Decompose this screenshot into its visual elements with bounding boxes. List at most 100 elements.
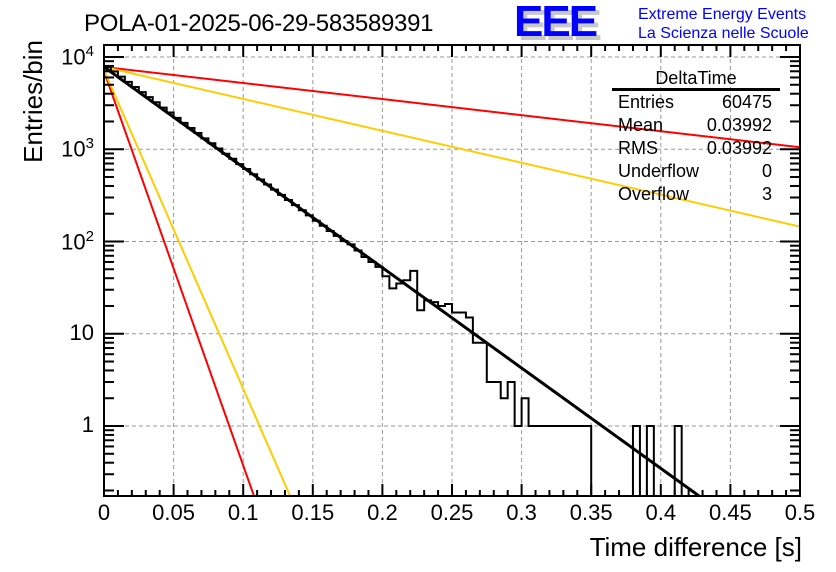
y-tick-exponent: 4 (85, 43, 94, 60)
fit-curve (104, 65, 702, 496)
histogram-bin (563, 426, 570, 496)
logo-line-1: Extreme Energy Events (638, 6, 807, 23)
histogram-bin (389, 288, 396, 496)
y-tick-label: 104 (34, 43, 94, 70)
histogram-bin (104, 67, 111, 496)
histogram-bin (208, 143, 215, 496)
histogram-bin (529, 426, 536, 496)
histogram-bin (445, 304, 452, 496)
histogram-bin (438, 306, 445, 496)
histogram-bin (257, 179, 264, 496)
logo-mark: EEE (514, 0, 598, 46)
histogram-bin (194, 133, 201, 496)
histogram-bin (570, 426, 577, 496)
x-tick-label: 0.25 (430, 500, 474, 525)
histogram-bin (522, 398, 529, 496)
stats-row-underflow: Underflow 0 (612, 160, 782, 183)
histogram-bin (355, 250, 362, 496)
x-tick-label: 0.35 (569, 500, 613, 525)
y-tick-base: 10 (61, 44, 86, 70)
x-tick-label: 0.1 (227, 500, 259, 525)
histogram-bin (473, 343, 480, 496)
y-tick-label: 1 (34, 412, 94, 438)
histogram-bin (250, 174, 257, 496)
histogram-bin (181, 123, 188, 496)
x-axis-label: Time difference [s] (589, 532, 802, 562)
reference-line-red-steep (104, 70, 256, 496)
stats-row-mean: Mean 0.03992 (612, 114, 782, 137)
x-tick-label: 0 (97, 500, 111, 525)
stats-value: 0 (761, 161, 772, 181)
y-tick-base: 10 (61, 228, 86, 254)
histogram-bin (285, 200, 292, 496)
histogram-bin (515, 426, 522, 496)
stats-label: Underflow (618, 161, 700, 181)
histogram-bin (215, 148, 222, 496)
histogram-bin (487, 382, 494, 496)
histogram-bin (271, 190, 278, 496)
histogram-bin (299, 210, 306, 496)
x-tick-label: 0.05 (152, 500, 195, 525)
histogram-bin (675, 426, 682, 496)
histogram-bin (306, 215, 313, 496)
x-tick-label: 0.5 (784, 500, 816, 525)
histogram-bin (334, 236, 341, 496)
y-tick-label: 102 (34, 228, 94, 255)
x-tick-label: 0.4 (645, 500, 677, 525)
histogram-bin (118, 77, 125, 496)
histogram-bin (508, 382, 515, 496)
stats-row-overflow: Overflow 3 (612, 183, 782, 206)
stats-value: 0.03992 (706, 138, 772, 158)
y-tick-base: 1 (81, 412, 94, 437)
histogram-bin (174, 118, 181, 496)
histogram-bin (480, 343, 487, 496)
reference-lines (104, 65, 800, 496)
histogram-bin (459, 312, 466, 496)
histogram-bin (501, 398, 508, 496)
stats-label: Mean (618, 115, 664, 135)
y-tick-exponent: 2 (85, 227, 94, 245)
x-tick-label: 0.3 (506, 500, 537, 525)
stats-label: Overflow (618, 184, 690, 204)
stats-value: 60475 (721, 92, 772, 112)
stats-row-rms: RMS 0.03992 (612, 137, 782, 160)
histogram-bin (243, 169, 250, 496)
y-tick-exponent: 3 (85, 135, 94, 153)
histogram-bin (382, 276, 389, 496)
reference-line-red-shallow (104, 65, 800, 149)
histogram-bin (348, 244, 355, 496)
histogram-bin (410, 271, 417, 496)
histogram-bin (452, 312, 459, 496)
histogram-bin (494, 382, 501, 496)
histogram-bin (146, 97, 153, 496)
logo-line-2: La Scienza nelle Scuole (638, 25, 809, 42)
y-tick-label: 103 (34, 135, 94, 162)
histogram-bin (292, 205, 299, 496)
histogram-bin (153, 102, 160, 496)
histogram-bin (542, 426, 549, 496)
histogram-bin (125, 82, 132, 496)
histogram-bin (362, 257, 369, 496)
histogram-bin (577, 426, 584, 496)
stats-box: DeltaTime Entries 60475 Mean 0.03992 RMS… (612, 68, 782, 206)
x-tick-label: 0.15 (291, 500, 335, 525)
histogram-bin (167, 113, 174, 496)
histogram-bin (341, 241, 348, 496)
y-tick-base: 10 (69, 319, 94, 345)
stats-value: 3 (761, 184, 772, 204)
histogram-bin (320, 226, 327, 496)
stats-value: 0.03992 (706, 115, 772, 135)
histogram-bin (327, 231, 334, 496)
x-tick-label: 0.2 (367, 500, 398, 525)
histogram-bin (466, 318, 473, 496)
histogram-bin (368, 262, 375, 496)
chart-title: POLA-01-2025-06-29-583589391 (84, 10, 434, 37)
histogram-bin (431, 302, 438, 496)
fit-curve-group (104, 65, 702, 496)
stats-label: RMS (618, 138, 658, 158)
histogram-bin (403, 280, 410, 496)
histogram-bin (536, 426, 543, 496)
histogram-bin (222, 154, 229, 496)
histogram-bin (375, 267, 382, 496)
